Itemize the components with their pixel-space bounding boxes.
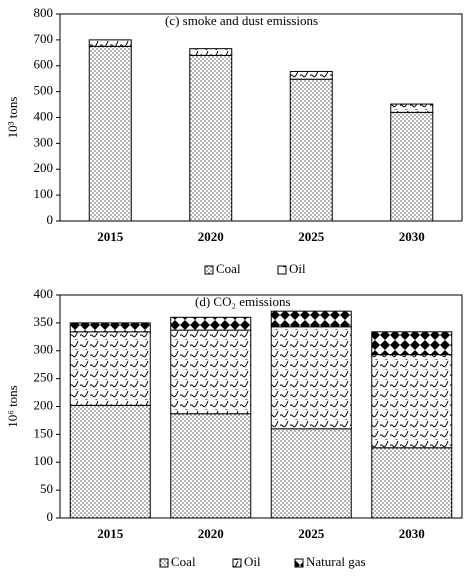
y-tick-label: 400 [34,108,54,123]
x-tick-label: 2025 [298,526,325,541]
bar-segment [289,70,333,80]
bar-segment [170,329,252,415]
y-tick-label: 200 [34,397,54,412]
y-tick-label: 700 [34,31,54,46]
legend-label: Natural gas [306,554,366,569]
bar-segment [69,404,151,519]
bar-segment [270,326,352,430]
y-tick-label: 800 [34,5,54,20]
bar-segment [289,78,333,222]
y-tick-label: 0 [47,509,54,524]
x-tick-label: 2030 [399,229,425,244]
x-tick-label: 2020 [198,526,224,541]
legend-label: Oil [289,261,306,276]
y-axis-label: 10⁶ tons [5,385,20,427]
x-tick-label: 2030 [399,526,425,541]
y-tick-label: 50 [40,481,53,496]
legend-label: Coal [171,554,196,569]
legend-swatch [159,558,169,568]
bar-segment [88,45,132,222]
bar-segment [170,316,252,331]
bar-segment [371,354,453,449]
x-tick-label: 2025 [298,229,325,244]
chart-title: (c) smoke and dust emissions [165,13,318,28]
bar-segment [69,322,151,333]
y-tick-label: 150 [34,425,54,440]
y-tick-label: 300 [34,134,54,149]
y-tick-label: 400 [34,286,54,301]
y-axis-label: 10³ tons [5,97,20,139]
y-tick-label: 600 [34,57,54,72]
x-tick-label: 2015 [97,526,124,541]
legend-label: Coal [216,261,241,276]
y-tick-label: 100 [34,186,54,201]
y-tick-label: 100 [34,453,54,468]
bar-segment [371,447,453,519]
bar-segment [69,331,151,406]
y-tick-label: 500 [34,83,54,98]
bar-segment [390,103,434,113]
y-tick-label: 200 [34,160,54,175]
plot-frame [59,294,463,519]
legend-swatch [277,265,287,275]
x-tick-label: 2015 [97,229,124,244]
y-tick-label: 250 [34,370,54,385]
y-tick-label: 300 [34,342,54,357]
y-tick-label: 350 [34,314,54,329]
bar-segment [390,111,434,222]
bar-segment [88,39,132,47]
bar-segment [270,428,352,519]
bar-segment [371,331,453,356]
legend-label: Oil [244,554,261,569]
plot-frame [59,13,463,222]
chart-title: (d) CO₂ emissions [195,294,291,309]
legend-swatch [204,265,214,275]
x-tick-label: 2020 [198,229,224,244]
legend-swatch [232,558,242,568]
bar-segment [189,48,233,56]
bar-segment [170,413,252,519]
legend-swatch [294,558,304,568]
bar-segment [270,310,352,328]
y-tick-label: 0 [47,212,54,227]
bar-segment [189,54,233,222]
